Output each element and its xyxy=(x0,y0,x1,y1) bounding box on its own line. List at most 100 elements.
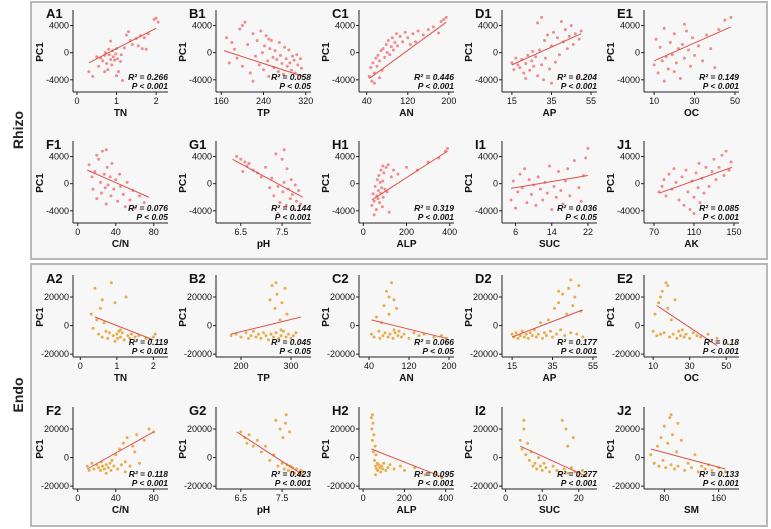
data-point xyxy=(554,195,558,199)
y-tick-label: 20000 xyxy=(187,292,212,302)
data-point xyxy=(676,421,680,425)
panel-label: A2 xyxy=(46,271,63,286)
data-point xyxy=(514,331,518,335)
x-axis-label: pH xyxy=(257,505,270,516)
y-tick-label: -20000 xyxy=(612,349,640,359)
data-point xyxy=(713,66,717,70)
data-point xyxy=(257,332,260,336)
data-point xyxy=(376,197,380,201)
r-squared-label: R² = 0.144 xyxy=(271,203,311,213)
y-tick-label: -4000 xyxy=(189,206,212,216)
data-point xyxy=(722,174,726,178)
data-point xyxy=(251,79,255,83)
data-point xyxy=(703,467,707,471)
data-point xyxy=(527,458,531,462)
data-point xyxy=(259,450,263,454)
y-tick-label: 0 xyxy=(207,321,212,331)
data-point xyxy=(662,26,666,30)
data-point xyxy=(264,444,268,448)
data-point xyxy=(247,336,250,340)
data-point xyxy=(680,328,684,332)
x-axis-label: C/N xyxy=(112,505,129,516)
data-point xyxy=(289,336,293,340)
data-point xyxy=(229,334,233,338)
data-point xyxy=(124,295,128,299)
data-point xyxy=(572,159,576,163)
x-tick-label: 22 xyxy=(583,227,593,237)
panel-label: H2 xyxy=(332,403,349,418)
y-tick-label: -4000 xyxy=(189,75,212,85)
data-point xyxy=(667,172,671,176)
data-point xyxy=(260,51,264,55)
data-point xyxy=(95,197,99,201)
p-value-label: P < 0.001 xyxy=(703,346,740,356)
regression-line xyxy=(511,309,584,338)
data-point xyxy=(522,427,526,431)
x-tick-label: 200 xyxy=(441,96,456,106)
data-point xyxy=(370,427,374,431)
data-point xyxy=(105,165,109,169)
data-point xyxy=(381,179,385,183)
data-point xyxy=(569,278,573,282)
data-point xyxy=(378,180,382,184)
data-point xyxy=(123,470,127,474)
data-point xyxy=(413,40,417,44)
data-point xyxy=(232,47,236,51)
data-point xyxy=(526,441,530,445)
data-point xyxy=(274,331,278,335)
data-point xyxy=(97,466,101,470)
data-point xyxy=(112,187,116,191)
p-value-label: P < 0.05 xyxy=(279,346,311,356)
y-axis-label: PC1 xyxy=(321,307,332,327)
data-point xyxy=(580,468,584,472)
regression-line xyxy=(520,445,587,477)
y-tick-label: 0 xyxy=(207,453,212,463)
data-point xyxy=(538,187,542,191)
data-point xyxy=(562,467,566,471)
x-tick-label: 0 xyxy=(75,227,80,237)
data-point xyxy=(243,160,247,164)
data-point xyxy=(259,336,263,340)
data-point xyxy=(565,47,569,51)
data-point xyxy=(392,328,396,332)
data-point xyxy=(712,157,716,161)
data-point xyxy=(545,191,549,195)
x-axis-label: AP xyxy=(543,373,557,384)
data-point xyxy=(381,164,385,168)
data-point xyxy=(528,331,532,335)
data-point xyxy=(378,336,382,340)
data-point xyxy=(227,61,231,65)
y-axis-label: PC1 xyxy=(606,439,617,459)
data-point xyxy=(656,444,660,448)
x-tick-label: 0 xyxy=(361,227,366,237)
data-point xyxy=(292,207,296,211)
data-point xyxy=(288,430,292,434)
data-point xyxy=(566,444,570,448)
data-point xyxy=(534,203,538,207)
data-point xyxy=(567,286,571,290)
data-point xyxy=(230,41,234,45)
r-squared-label: R² = 0.119 xyxy=(129,337,169,347)
data-point xyxy=(534,55,538,59)
data-point xyxy=(553,60,557,64)
panel-label: B2 xyxy=(189,271,206,286)
data-point xyxy=(120,331,124,335)
data-point xyxy=(374,453,378,457)
x-tick-label: 110 xyxy=(687,227,701,237)
x-tick-label: 15 xyxy=(507,96,517,106)
data-point xyxy=(526,336,530,340)
data-point xyxy=(126,30,130,34)
r-squared-label: R² = 0.177 xyxy=(557,337,598,347)
p-value-label: P < 0.05 xyxy=(279,81,311,91)
data-point xyxy=(520,329,524,333)
data-point xyxy=(370,413,374,417)
data-point xyxy=(571,436,575,440)
data-point xyxy=(662,178,666,182)
data-point xyxy=(524,76,528,80)
data-point xyxy=(299,202,303,206)
data-point xyxy=(374,207,378,211)
